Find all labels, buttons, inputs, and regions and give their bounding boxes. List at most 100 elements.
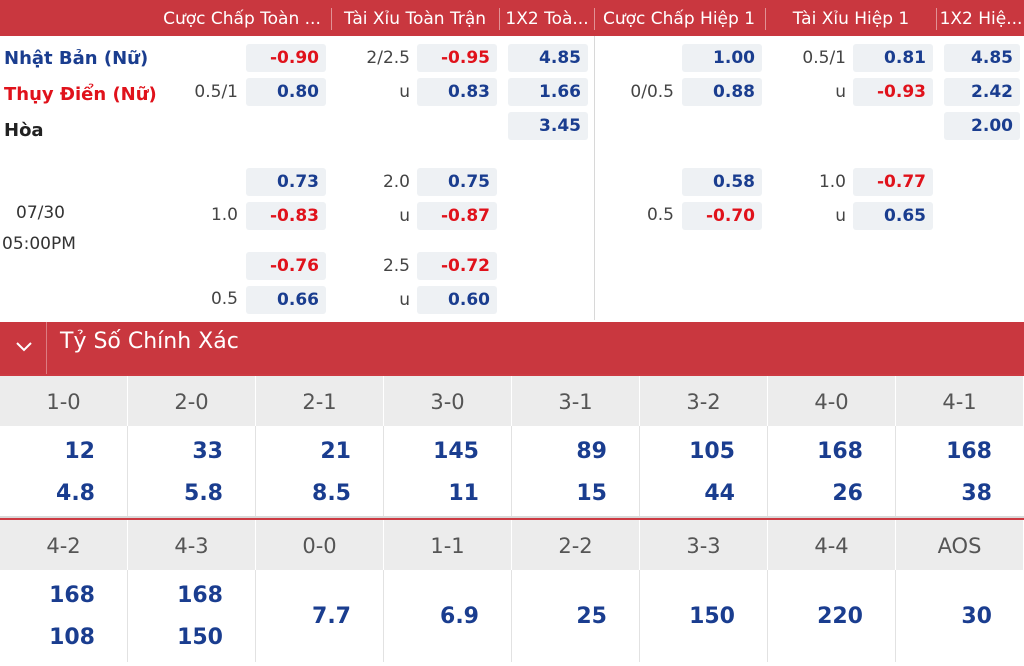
cs-odds-a[interactable]: 12: [64, 439, 95, 464]
cs-odds-b[interactable]: 4.8: [56, 481, 95, 506]
ft-1x2-draw-odds[interactable]: 3.45: [508, 112, 588, 140]
home-team: Nhật Bản (Nữ): [4, 48, 149, 69]
alt1-ft-hdp-away-odds[interactable]: -0.83: [246, 202, 326, 230]
ft-hdp-away-odds[interactable]: 0.80: [246, 78, 326, 106]
col-h1-handicap[interactable]: Cược Chấp Hiệp 1: [602, 9, 756, 29]
correct-score-bar[interactable]: Tỷ Số Chính Xác: [0, 322, 1024, 374]
cs-odds[interactable]: 6.9: [440, 604, 479, 629]
alt1-ft-hdp-home-odds[interactable]: 0.73: [246, 168, 326, 196]
ft-under-odds[interactable]: 0.83: [417, 78, 497, 106]
cs-cell[interactable]: 3-2 105 44: [640, 376, 768, 518]
cs-score: 3-0: [384, 376, 512, 426]
cs-cell[interactable]: 1-0 12 4.8: [0, 376, 128, 518]
cs-odds-a[interactable]: 21: [320, 439, 351, 464]
alt2-ft-over-odds[interactable]: -0.72: [417, 252, 497, 280]
cs-odds-b[interactable]: 44: [704, 481, 735, 506]
alt1-h1-ou-line: 1.0: [818, 172, 846, 192]
cs-cell[interactable]: 4-1 168 38: [896, 376, 1024, 506]
ft-1x2-away-odds[interactable]: 1.66: [508, 78, 588, 106]
cs-odds-a[interactable]: 145: [433, 439, 479, 464]
ft-1x2-home-odds[interactable]: 4.85: [508, 44, 588, 72]
cs-cell[interactable]: 4-4 220: [768, 520, 896, 662]
ft-ou-line: 2/2.5: [366, 48, 410, 68]
alt1-ft-hdp-line: 1.0: [210, 205, 238, 225]
cs-odds-b[interactable]: 26: [832, 481, 863, 506]
cs-odds-a[interactable]: 89: [576, 439, 607, 464]
cs-cell[interactable]: 4-3 168 150: [128, 520, 256, 662]
cs-odds-b[interactable]: 108: [49, 625, 95, 650]
cs-cell[interactable]: 1-1 6.9: [384, 520, 512, 662]
cs-cell[interactable]: 3-1 89 15: [512, 376, 640, 518]
cs-score: 3-1: [512, 376, 640, 426]
cs-score: 4-1: [896, 376, 1024, 426]
cs-score: 4-0: [768, 376, 896, 426]
cs-cell[interactable]: 2-2 25: [512, 520, 640, 662]
cs-odds-a[interactable]: 168: [946, 439, 992, 464]
cs-cell[interactable]: 3-3 150: [640, 520, 768, 662]
ft-over-odds[interactable]: -0.95: [417, 44, 497, 72]
cs-odds-b[interactable]: 38: [961, 481, 992, 506]
h1-1x2-away-odds[interactable]: 2.42: [944, 78, 1020, 106]
cs-score: 4-4: [768, 520, 896, 570]
cs-odds[interactable]: 25: [576, 604, 607, 629]
alt2-ft-ou-line: 2.5: [382, 256, 410, 276]
cs-cell[interactable]: 4-0 168 26: [768, 376, 896, 518]
cs-odds-a[interactable]: 168: [817, 439, 863, 464]
h1-hdp-away-odds[interactable]: 0.88: [682, 78, 762, 106]
h1-hdp-line: 0/0.5: [630, 82, 674, 102]
cs-odds-b[interactable]: 8.5: [312, 481, 351, 506]
col-ft-1x2[interactable]: 1X2 Toà...: [505, 9, 589, 29]
cs-cell[interactable]: AOS 30: [896, 520, 1024, 629]
match-date: 07/30: [16, 203, 65, 223]
alt2-ft-hdp-away-odds[interactable]: 0.66: [246, 286, 326, 314]
col-ft-handicap[interactable]: Cược Chấp Toàn ...: [163, 9, 321, 29]
cs-odds[interactable]: 7.7: [312, 604, 351, 629]
col-ft-over-under[interactable]: Tài Xỉu Toàn Trận: [343, 9, 487, 29]
ft-ou-under-label: u: [399, 82, 410, 102]
cs-odds-b[interactable]: 150: [177, 625, 223, 650]
alt1-ft-ou-under-label: u: [399, 206, 410, 226]
h1-over-odds[interactable]: 0.81: [853, 44, 933, 72]
away-team: Thụy Điển (Nữ): [4, 84, 157, 105]
cs-cell[interactable]: 2-1 21 8.5: [256, 376, 384, 518]
odds-header: Cược Chấp Toàn ... Tài Xỉu Toàn Trận 1X2…: [0, 0, 1024, 36]
cs-odds-a[interactable]: 33: [192, 439, 223, 464]
cs-cell[interactable]: 0-0 7.7: [256, 520, 384, 662]
cs-odds-b[interactable]: 5.8: [184, 481, 223, 506]
half-divider: [594, 36, 595, 320]
cs-odds[interactable]: 150: [689, 604, 735, 629]
cs-score: AOS: [896, 520, 1024, 570]
h1-1x2-home-odds[interactable]: 4.85: [944, 44, 1020, 72]
col-h1-1x2[interactable]: 1X2 Hiệ...: [939, 9, 1023, 29]
cs-score: 0-0: [256, 520, 384, 570]
alt1-h1-under-odds[interactable]: 0.65: [853, 202, 933, 230]
ft-hdp-line: 0.5/1: [194, 82, 238, 102]
draw-label: Hòa: [4, 120, 44, 141]
alt2-ft-hdp-home-odds[interactable]: -0.76: [246, 252, 326, 280]
col-h1-over-under[interactable]: Tài Xỉu Hiệp 1: [792, 9, 910, 29]
h1-hdp-home-odds[interactable]: 1.00: [682, 44, 762, 72]
h1-1x2-draw-odds[interactable]: 2.00: [944, 112, 1020, 140]
alt2-ft-under-odds[interactable]: 0.60: [417, 286, 497, 314]
cs-odds[interactable]: 30: [961, 604, 992, 629]
cs-odds-a[interactable]: 168: [49, 583, 95, 608]
correct-score-grid-1: 1-0 12 4.8 2-0 33 5.8 2-1 21 8.5 3-0 145 11 …: [0, 374, 1024, 518]
h1-under-odds[interactable]: -0.93: [853, 78, 933, 106]
chevron-down-icon[interactable]: [12, 334, 36, 358]
alt1-ft-under-odds[interactable]: -0.87: [417, 202, 497, 230]
alt1-h1-hdp-away-odds[interactable]: -0.70: [682, 202, 762, 230]
cs-score: 1-0: [0, 376, 128, 426]
ft-hdp-home-odds[interactable]: -0.90: [246, 44, 326, 72]
cs-odds-a[interactable]: 105: [689, 439, 735, 464]
cs-cell[interactable]: 2-0 33 5.8: [128, 376, 256, 518]
cs-odds-a[interactable]: 168: [177, 583, 223, 608]
cs-odds-b[interactable]: 15: [576, 481, 607, 506]
alt1-h1-hdp-home-odds[interactable]: 0.58: [682, 168, 762, 196]
cs-odds-b[interactable]: 11: [448, 481, 479, 506]
cs-score: 3-2: [640, 376, 768, 426]
cs-cell[interactable]: 3-0 145 11: [384, 376, 512, 518]
cs-cell[interactable]: 4-2 168 108: [0, 520, 128, 662]
alt1-h1-over-odds[interactable]: -0.77: [853, 168, 933, 196]
alt1-ft-over-odds[interactable]: 0.75: [417, 168, 497, 196]
cs-odds[interactable]: 220: [817, 604, 863, 629]
